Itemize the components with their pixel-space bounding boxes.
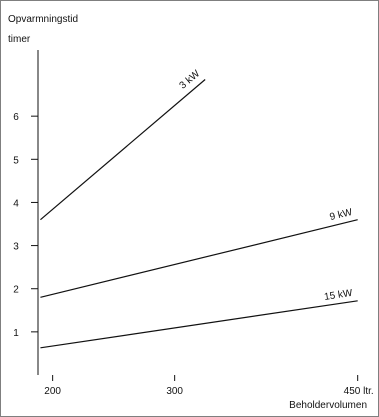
x-tick-label-450: 450 ltr. (344, 386, 374, 397)
y-tick-label-6: 6 (13, 112, 19, 123)
y-tick-label-2: 2 (13, 285, 19, 296)
series-label-3-kw: 3 kW (178, 68, 203, 92)
y-tick-label-3: 3 (13, 242, 19, 253)
y-tick-label-5: 5 (13, 155, 19, 166)
series-line-9-kw (40, 219, 358, 298)
y-axis-title-line2: timer (8, 34, 31, 45)
x-axis-title: Beholdervolumen (289, 400, 367, 411)
y-axis-title-line1: Opvarmningstid (8, 14, 78, 25)
y-tick-label-1: 1 (13, 328, 19, 339)
series-label-9-kw: 9 kW (329, 207, 354, 223)
series-line-3-kw (40, 79, 206, 221)
series-line-15-kw (40, 300, 358, 349)
x-tick-label-300: 300 (166, 386, 183, 397)
x-tick-label-200: 200 (44, 386, 61, 397)
y-tick-label-4: 4 (13, 198, 19, 209)
series-label-15-kw: 15 kW (323, 288, 353, 303)
